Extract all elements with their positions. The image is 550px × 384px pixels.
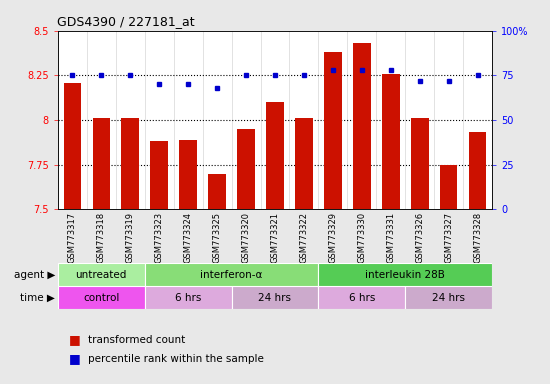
Text: untreated: untreated bbox=[75, 270, 127, 280]
Text: control: control bbox=[83, 293, 119, 303]
Bar bbox=[232, 286, 318, 309]
Text: 24 hrs: 24 hrs bbox=[258, 293, 292, 303]
Bar bbox=[353, 43, 371, 209]
Bar bbox=[405, 286, 492, 309]
Bar bbox=[179, 140, 197, 209]
Bar bbox=[151, 141, 168, 209]
Bar bbox=[440, 165, 458, 209]
Text: agent ▶: agent ▶ bbox=[14, 270, 55, 280]
Text: interleukin 28B: interleukin 28B bbox=[365, 270, 446, 280]
Bar bbox=[295, 118, 312, 209]
Text: GDS4390 / 227181_at: GDS4390 / 227181_at bbox=[57, 15, 195, 28]
Bar bbox=[92, 118, 110, 209]
Bar bbox=[145, 263, 318, 286]
Bar bbox=[469, 132, 486, 209]
Text: 6 hrs: 6 hrs bbox=[349, 293, 375, 303]
Text: time ▶: time ▶ bbox=[20, 293, 55, 303]
Bar bbox=[318, 286, 405, 309]
Bar bbox=[324, 52, 342, 209]
Bar bbox=[64, 83, 81, 209]
Bar bbox=[58, 263, 145, 286]
Bar bbox=[145, 286, 232, 309]
Text: 24 hrs: 24 hrs bbox=[432, 293, 465, 303]
Bar bbox=[122, 118, 139, 209]
Bar bbox=[208, 174, 225, 209]
Text: 6 hrs: 6 hrs bbox=[175, 293, 201, 303]
Bar bbox=[318, 263, 492, 286]
Text: ■: ■ bbox=[69, 353, 80, 366]
Bar bbox=[58, 286, 145, 309]
Text: ■: ■ bbox=[69, 333, 80, 346]
Text: percentile rank within the sample: percentile rank within the sample bbox=[88, 354, 264, 364]
Bar bbox=[382, 74, 399, 209]
Text: interferon-α: interferon-α bbox=[200, 270, 263, 280]
Bar bbox=[411, 118, 428, 209]
Bar bbox=[266, 102, 284, 209]
Bar bbox=[238, 129, 255, 209]
Text: transformed count: transformed count bbox=[88, 335, 185, 345]
